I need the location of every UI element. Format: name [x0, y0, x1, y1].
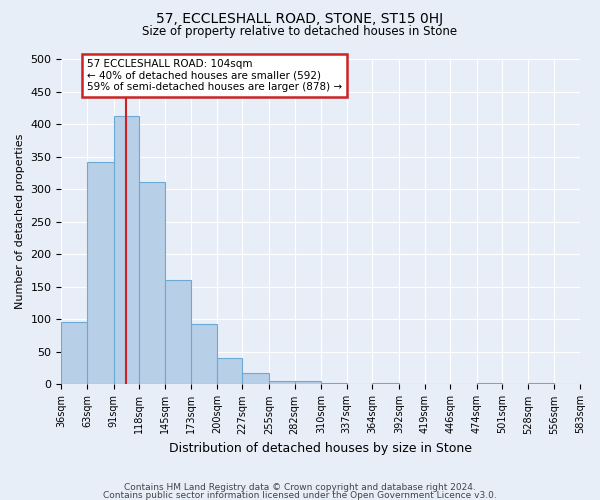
Bar — [165, 280, 191, 384]
Bar — [528, 383, 554, 384]
Text: Size of property relative to detached houses in Stone: Size of property relative to detached ho… — [142, 25, 458, 38]
Text: 57, ECCLESHALL ROAD, STONE, ST15 0HJ: 57, ECCLESHALL ROAD, STONE, ST15 0HJ — [157, 12, 443, 26]
Bar — [217, 358, 242, 384]
X-axis label: Distribution of detached houses by size in Stone: Distribution of detached houses by size … — [169, 442, 472, 455]
Bar — [61, 322, 87, 384]
Bar — [87, 162, 113, 384]
Text: Contains HM Land Registry data © Crown copyright and database right 2024.: Contains HM Land Registry data © Crown c… — [124, 483, 476, 492]
Bar — [321, 383, 347, 384]
Bar — [242, 372, 269, 384]
Bar — [269, 381, 295, 384]
Bar — [139, 182, 165, 384]
Bar — [113, 116, 139, 384]
Bar — [476, 383, 502, 384]
Bar — [191, 324, 217, 384]
Y-axis label: Number of detached properties: Number of detached properties — [15, 134, 25, 310]
Text: Contains public sector information licensed under the Open Government Licence v3: Contains public sector information licen… — [103, 490, 497, 500]
Bar — [373, 383, 399, 384]
Text: 57 ECCLESHALL ROAD: 104sqm
← 40% of detached houses are smaller (592)
59% of sem: 57 ECCLESHALL ROAD: 104sqm ← 40% of deta… — [87, 59, 342, 92]
Bar — [295, 381, 321, 384]
